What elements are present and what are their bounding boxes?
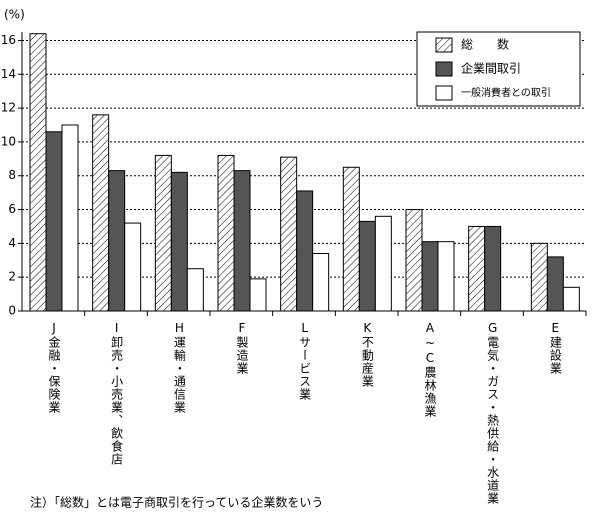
bar	[468, 225, 486, 312]
bar	[92, 114, 110, 312]
x-tick-label: K不動産業	[360, 321, 374, 388]
bar	[421, 241, 439, 312]
legend-label: 総 数	[461, 37, 509, 52]
bar	[484, 225, 502, 312]
x-tick-label: G電気・ガス・熱供給・水道業	[486, 321, 500, 505]
x-tick-label: Lサービス業	[298, 321, 312, 401]
bar	[124, 222, 142, 312]
y-tick-label: 4	[8, 236, 16, 250]
bar	[405, 209, 423, 312]
bar	[342, 166, 360, 312]
bar	[280, 156, 298, 312]
legend-label: 一般消費者との取引	[461, 86, 551, 99]
y-tick-label: 16	[1, 33, 16, 47]
legend-swatch	[435, 61, 453, 77]
x-tick-label: A~C農林漁業	[423, 321, 437, 418]
bar	[358, 220, 376, 312]
bar	[249, 278, 267, 312]
bar	[170, 171, 188, 312]
note: 注）「総数」とは電子商取引を行っている企業数をいう	[30, 495, 323, 510]
bar	[562, 286, 580, 312]
bar	[217, 154, 235, 312]
bar	[374, 215, 392, 312]
legend-swatch	[435, 37, 453, 53]
bar	[312, 253, 330, 312]
x-tick-label: F製造業	[235, 321, 249, 375]
y-tick-label: 10	[1, 134, 16, 148]
bar	[108, 170, 126, 312]
y-tick-label: 12	[1, 101, 16, 115]
y-tick-label: 2	[8, 270, 16, 284]
x-tick-label: I卸売・小売業、飲食店	[110, 321, 124, 466]
bar	[29, 33, 47, 312]
x-tick-label: J金融・保険業	[47, 321, 61, 414]
bar	[546, 256, 564, 312]
y-tick-label: 8	[8, 168, 16, 182]
bar	[45, 131, 63, 312]
bar	[530, 242, 548, 312]
legend-swatch	[435, 85, 453, 101]
bar	[233, 170, 251, 312]
y-tick-label: 0	[8, 304, 16, 318]
x-tick-label: E建設業	[548, 321, 562, 375]
legend-label: 企業間取引	[461, 61, 521, 76]
bar	[296, 190, 314, 312]
bar	[437, 241, 455, 312]
y-tick-label: 6	[8, 202, 16, 216]
bar	[154, 154, 172, 312]
y-axis-label: (%)	[4, 8, 25, 22]
y-tick-label: 14	[1, 67, 16, 81]
x-tick-label: H運輸・通信業	[172, 321, 186, 414]
bar	[61, 124, 79, 312]
bar	[186, 268, 204, 312]
